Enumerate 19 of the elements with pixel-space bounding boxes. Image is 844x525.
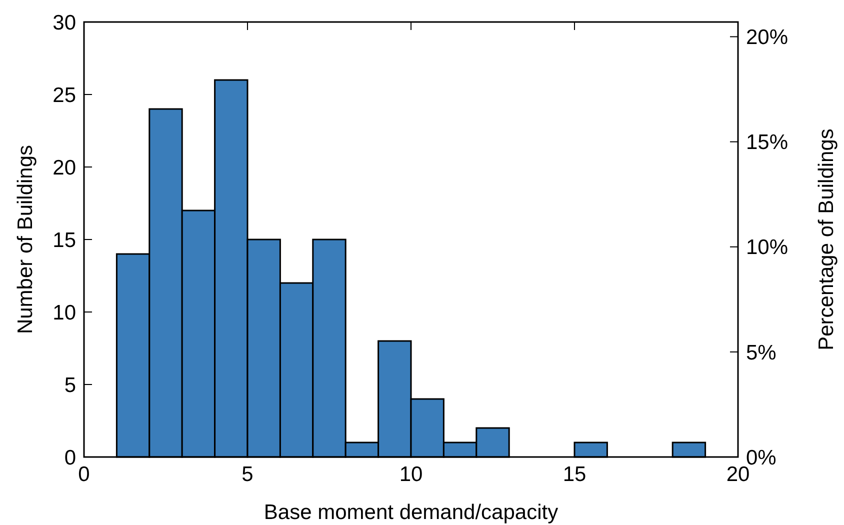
x-tick-label: 0	[78, 463, 90, 486]
x-tick-label: 15	[562, 463, 586, 486]
y2-tick-label: 10%	[746, 236, 788, 260]
y2-tick-label: 15%	[746, 131, 788, 154]
y-axis-title: Number of Buildings	[14, 144, 37, 334]
y-tick-label: 25	[52, 84, 76, 107]
y-tick-label: 5	[64, 374, 76, 397]
y-tick-label: 30	[52, 11, 76, 34]
y-tick-label: 15	[52, 228, 76, 252]
y2-axis-title: Percentage of Buildings	[815, 128, 838, 350]
y-tick-label: 0	[64, 446, 76, 470]
y2-tick-label: 20%	[746, 26, 788, 50]
y-tick-label: 20	[52, 156, 76, 180]
x-tick-label: 20	[726, 463, 750, 486]
x-tick-label: 10	[399, 463, 423, 486]
x-axis-title: Base moment demand/capacity	[264, 501, 559, 524]
x-tick-label: 5	[242, 463, 254, 486]
y-tick-label: 10	[52, 301, 76, 324]
y2-tick-label: 5%	[746, 341, 776, 364]
